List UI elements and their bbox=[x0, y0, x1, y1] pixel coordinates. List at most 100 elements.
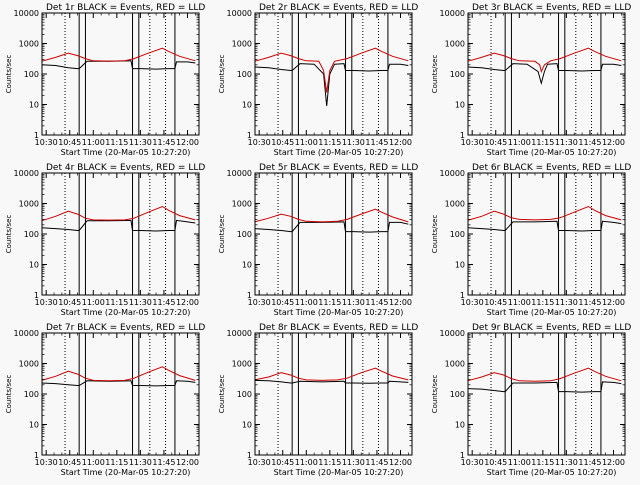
x-tick-label: 10:45 bbox=[484, 458, 507, 467]
y-tick-label: 10000 bbox=[227, 9, 252, 18]
y-tick-label: 10000 bbox=[440, 9, 465, 18]
x-axis-label: Start Time (20-Mar-05 10:27:20) bbox=[274, 468, 404, 477]
lld-series-line bbox=[254, 367, 409, 381]
x-tick-label: 11:30 bbox=[555, 138, 578, 147]
y-tick-label: 10 bbox=[29, 421, 39, 430]
y-tick-label: 1 bbox=[34, 131, 39, 140]
x-tick-label: 11:00 bbox=[508, 458, 531, 467]
x-tick-label: 11:15 bbox=[105, 138, 128, 147]
x-tick-label: 10:45 bbox=[484, 138, 507, 147]
x-tick-label: 11:00 bbox=[295, 138, 318, 147]
y-tick-label: 10 bbox=[455, 101, 465, 110]
x-axis-label: Start Time (20-Mar-05 10:27:20) bbox=[61, 148, 191, 157]
chart-title: Det 2r BLACK = Events, RED = LLD bbox=[259, 3, 418, 13]
x-tick-label: 10:45 bbox=[484, 298, 507, 307]
chart-panel: Det 3r BLACK = Events, RED = LLD Counts/s… bbox=[431, 3, 631, 157]
y-axis-label: Counts/sec bbox=[218, 55, 226, 94]
x-tick-label: 10:30 bbox=[248, 138, 271, 147]
y-axis-label: Counts/sec bbox=[431, 215, 439, 254]
events-series-line bbox=[254, 379, 409, 384]
events-series-line bbox=[254, 221, 409, 233]
x-tick-label: 11:30 bbox=[129, 298, 152, 307]
x-tick-label: 11:30 bbox=[342, 298, 365, 307]
x-tick-label: 11:00 bbox=[82, 298, 105, 307]
y-tick-label: 10 bbox=[242, 421, 252, 430]
x-axis-label: Start Time (20-Mar-05 10:27:20) bbox=[487, 468, 617, 477]
lld-series-line bbox=[467, 367, 622, 382]
x-tick-label: 11:15 bbox=[105, 298, 128, 307]
chart-panel: Det 2r BLACK = Events, RED = LLD Counts/s… bbox=[218, 3, 418, 157]
y-tick-label: 10000 bbox=[227, 169, 252, 178]
lld-series-line bbox=[467, 205, 622, 221]
y-tick-label: 100 bbox=[24, 70, 39, 79]
y-tick-label: 100 bbox=[450, 70, 465, 79]
y-tick-label: 10 bbox=[29, 101, 39, 110]
plot-frame bbox=[254, 12, 413, 136]
x-tick-label: 12:00 bbox=[389, 138, 412, 147]
y-axis-label: Counts/sec bbox=[431, 55, 439, 94]
x-tick-label: 11:15 bbox=[318, 298, 341, 307]
x-tick-label: 12:00 bbox=[176, 458, 199, 467]
x-tick-label: 11:30 bbox=[555, 458, 578, 467]
y-tick-label: 10 bbox=[29, 261, 39, 270]
x-tick-label: 10:30 bbox=[35, 458, 58, 467]
lld-series-line bbox=[254, 208, 409, 223]
x-tick-label: 10:45 bbox=[58, 458, 81, 467]
x-tick-label: 11:00 bbox=[82, 138, 105, 147]
chart-panel: Det 9r BLACK = Events, RED = LLD Counts/s… bbox=[431, 323, 631, 477]
chart-title: Det 5r BLACK = Events, RED = LLD bbox=[259, 163, 418, 173]
plot-frame bbox=[254, 172, 413, 296]
events-series-line bbox=[467, 63, 622, 86]
x-tick-label: 10:30 bbox=[248, 458, 271, 467]
chart-title: Det 3r BLACK = Events, RED = LLD bbox=[472, 3, 631, 13]
x-tick-label: 11:45 bbox=[578, 138, 601, 147]
x-tick-label: 12:00 bbox=[176, 298, 199, 307]
lld-series-line bbox=[254, 47, 409, 93]
x-tick-label: 11:15 bbox=[105, 458, 128, 467]
x-tick-label: 10:30 bbox=[461, 138, 484, 147]
y-tick-label: 10000 bbox=[440, 169, 465, 178]
lld-series-line bbox=[41, 366, 196, 382]
x-tick-label: 12:00 bbox=[602, 138, 625, 147]
y-tick-label: 1000 bbox=[445, 200, 465, 209]
y-tick-label: 10000 bbox=[440, 329, 465, 338]
lld-series-line bbox=[467, 47, 622, 74]
x-tick-label: 10:30 bbox=[35, 298, 58, 307]
x-axis-label: Start Time (20-Mar-05 10:27:20) bbox=[274, 308, 404, 317]
x-tick-label: 11:30 bbox=[342, 458, 365, 467]
events-series-line bbox=[41, 380, 196, 387]
x-tick-label: 11:00 bbox=[508, 298, 531, 307]
x-tick-label: 11:45 bbox=[152, 138, 175, 147]
events-series-line bbox=[254, 63, 409, 106]
x-tick-label: 11:45 bbox=[578, 458, 601, 467]
y-tick-label: 1000 bbox=[232, 40, 252, 49]
x-tick-label: 10:45 bbox=[271, 458, 294, 467]
x-tick-label: 12:00 bbox=[389, 458, 412, 467]
y-tick-label: 100 bbox=[450, 230, 465, 239]
events-series-line bbox=[41, 60, 196, 70]
x-tick-label: 11:45 bbox=[365, 458, 388, 467]
x-axis-label: Start Time (20-Mar-05 10:27:20) bbox=[487, 148, 617, 157]
events-series-line bbox=[467, 381, 622, 393]
x-tick-label: 12:00 bbox=[602, 458, 625, 467]
y-tick-label: 1 bbox=[34, 291, 39, 300]
y-tick-label: 1000 bbox=[445, 40, 465, 49]
x-tick-label: 11:15 bbox=[531, 458, 554, 467]
y-tick-label: 1 bbox=[247, 131, 252, 140]
y-tick-label: 100 bbox=[24, 230, 39, 239]
y-tick-label: 100 bbox=[237, 390, 252, 399]
y-tick-label: 1000 bbox=[19, 200, 39, 209]
x-axis-label: Start Time (20-Mar-05 10:27:20) bbox=[61, 468, 191, 477]
x-tick-label: 10:45 bbox=[58, 298, 81, 307]
x-tick-label: 11:45 bbox=[578, 298, 601, 307]
x-tick-label: 11:30 bbox=[342, 138, 365, 147]
x-tick-label: 10:45 bbox=[271, 138, 294, 147]
x-axis-label: Start Time (20-Mar-05 10:27:20) bbox=[61, 308, 191, 317]
x-tick-label: 12:00 bbox=[602, 298, 625, 307]
y-tick-label: 10 bbox=[455, 261, 465, 270]
plot-frame bbox=[41, 332, 200, 456]
y-tick-label: 1 bbox=[460, 291, 465, 300]
x-tick-label: 11:15 bbox=[318, 138, 341, 147]
x-tick-label: 11:00 bbox=[82, 458, 105, 467]
